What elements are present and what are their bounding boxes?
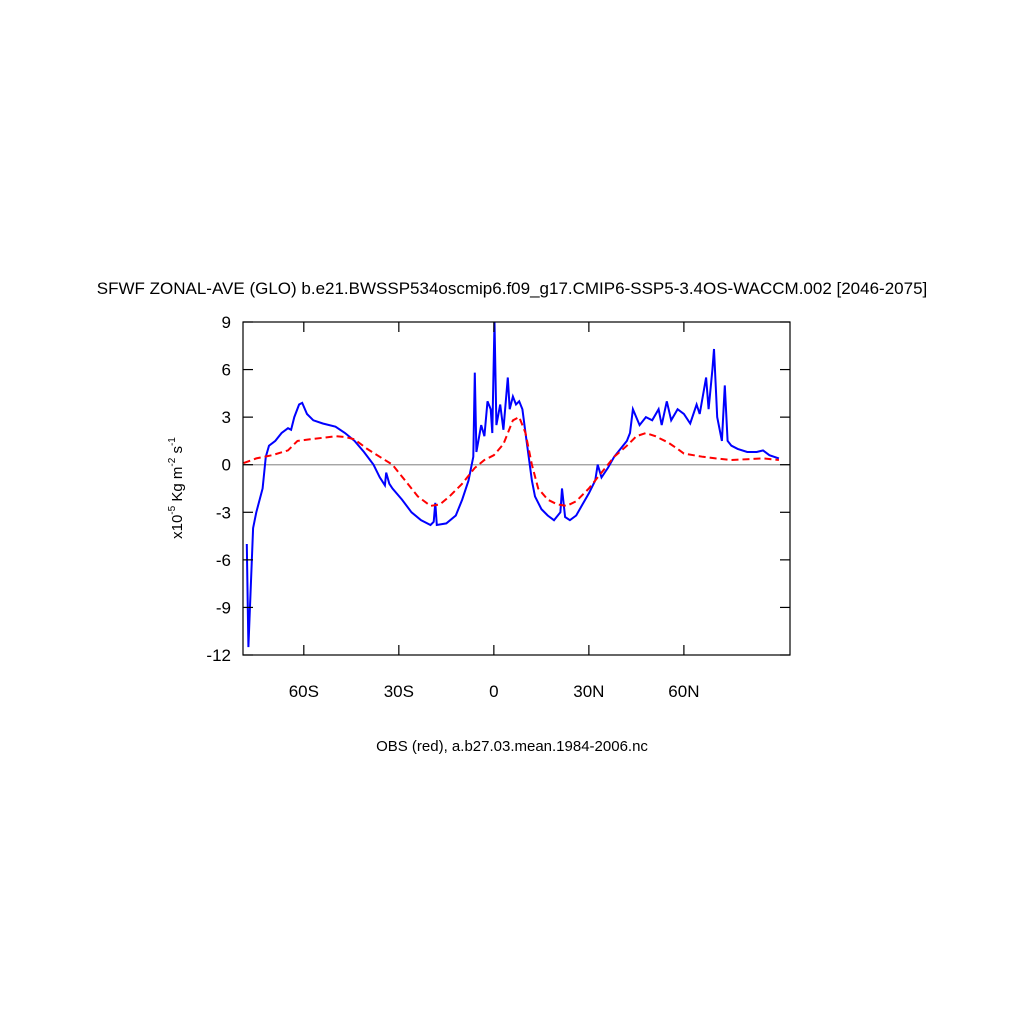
x-tick-label: 0 xyxy=(489,682,498,701)
x-tick-label: 60N xyxy=(668,682,699,701)
chart-title: SFWF ZONAL-AVE (GLO) b.e21.BWSSP534oscmi… xyxy=(97,279,928,298)
y-label-superscript: -1 xyxy=(167,437,178,446)
y-label-part: Kg m xyxy=(169,467,186,506)
plot-frame xyxy=(242,321,791,656)
y-tick-label: -9 xyxy=(216,598,231,617)
y-axis-label: x10-5 Kg m-2 s-1 xyxy=(167,437,186,539)
y-tick-label: -6 xyxy=(216,551,231,570)
line-series xyxy=(245,322,780,648)
y-tick-label: 6 xyxy=(222,361,231,380)
y-tick-label: 3 xyxy=(222,408,231,427)
y-label-part: x10 xyxy=(169,515,186,539)
y-label-superscript: -2 xyxy=(167,457,178,466)
subtitle: OBS (red), a.b27.03.mean.1984-2006.nc xyxy=(376,738,648,755)
x-tick-label: 60S xyxy=(289,682,319,701)
y-label-superscript: -5 xyxy=(167,505,178,514)
y-tick-label: 9 xyxy=(222,313,231,332)
y-tick-label: -3 xyxy=(216,503,231,522)
x-tick-label: 30N xyxy=(573,682,604,701)
y-tick-label: 0 xyxy=(222,456,231,475)
y-tick-label: -12 xyxy=(206,646,231,665)
y-label-part: s xyxy=(169,446,186,458)
x-tick-label: 30S xyxy=(384,682,414,701)
